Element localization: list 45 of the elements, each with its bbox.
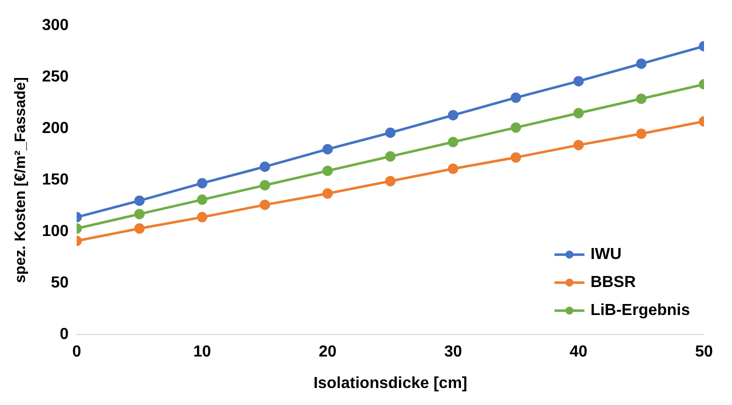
point bbox=[134, 195, 145, 206]
point bbox=[510, 92, 522, 103]
point bbox=[385, 176, 396, 186]
point bbox=[196, 212, 208, 222]
point bbox=[196, 178, 208, 188]
y-tick-label: 300 bbox=[42, 17, 69, 34]
point bbox=[573, 140, 584, 150]
x-tick-label: 20 bbox=[318, 344, 337, 361]
point bbox=[636, 93, 647, 104]
point bbox=[260, 200, 270, 210]
point bbox=[322, 166, 333, 176]
point bbox=[134, 223, 145, 234]
point bbox=[385, 151, 396, 162]
point bbox=[322, 188, 333, 199]
x-axis-title: Isolationsdicke [cm] bbox=[313, 374, 468, 392]
point bbox=[636, 58, 647, 69]
x-tick-label: 30 bbox=[444, 344, 462, 361]
point bbox=[448, 164, 458, 174]
y-axis-title: spez. Kosten [€/m²_Fassade] bbox=[12, 77, 30, 284]
y-tick-label: 0 bbox=[60, 326, 69, 344]
x-tick-label: 0 bbox=[72, 344, 82, 361]
point bbox=[260, 180, 270, 190]
point bbox=[573, 76, 584, 86]
y-tick-label: 100 bbox=[42, 223, 69, 240]
point bbox=[448, 136, 458, 148]
y-tick-label: 50 bbox=[50, 274, 69, 292]
point bbox=[385, 127, 396, 138]
point bbox=[260, 161, 270, 172]
point bbox=[636, 128, 647, 139]
y-tick-label: 150 bbox=[42, 172, 69, 189]
x-tick-label: 10 bbox=[193, 344, 212, 361]
point bbox=[196, 194, 208, 205]
point bbox=[510, 152, 522, 163]
legend-label: LiB-Ergebnis bbox=[590, 302, 690, 320]
point bbox=[134, 208, 145, 220]
point bbox=[322, 144, 333, 154]
x-tick-label: 50 bbox=[695, 344, 713, 361]
point bbox=[573, 108, 584, 118]
point bbox=[448, 110, 458, 120]
legend-label: IWU bbox=[590, 246, 622, 264]
x-tick-label: 40 bbox=[570, 344, 588, 361]
y-tick-label: 250 bbox=[42, 68, 69, 86]
legend-label: BBSR bbox=[590, 274, 636, 292]
y-tick-label: 200 bbox=[42, 120, 69, 138]
point bbox=[510, 122, 522, 133]
